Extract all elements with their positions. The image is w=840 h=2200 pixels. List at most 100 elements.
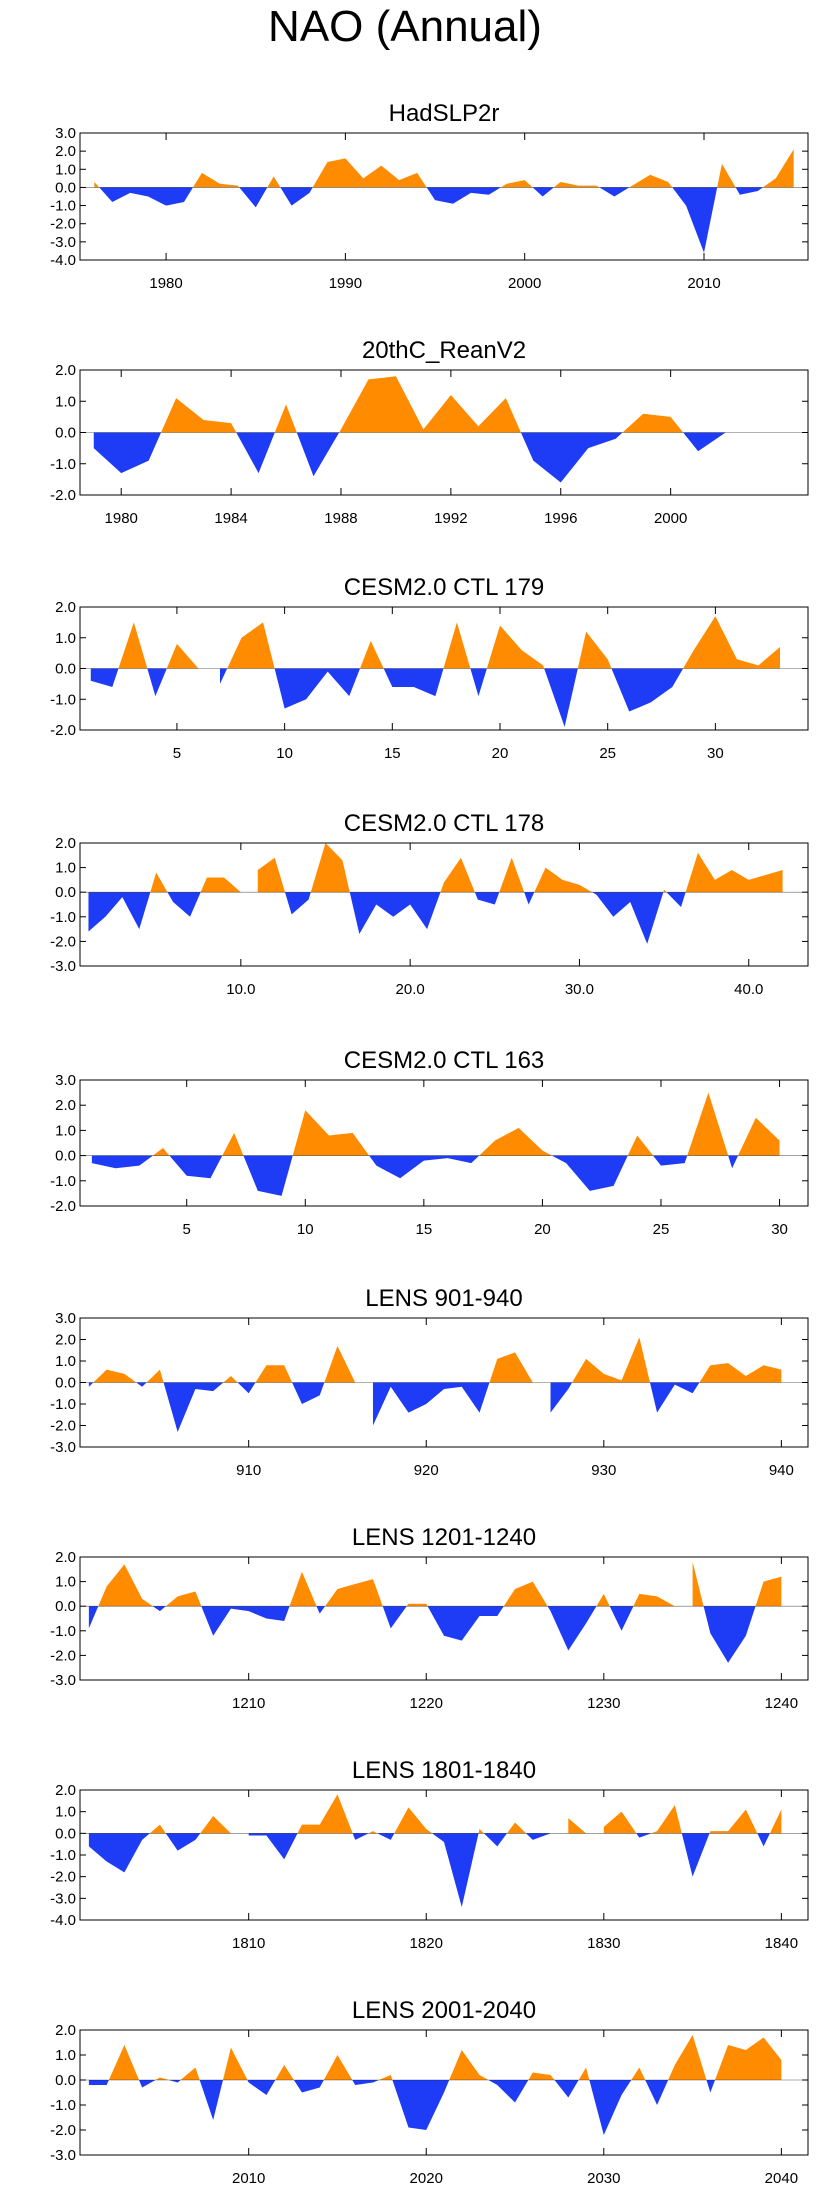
x-tick-label: 10 [276,745,293,762]
y-tick-label: -3.0 [50,1439,76,1456]
plot-frame [79,2029,809,2156]
y-tick-label: -2.0 [50,216,76,233]
positive-area [152,1092,780,1156]
y-tick-label: -1.0 [50,1173,76,1190]
x-tick-label: 30 [771,1221,788,1238]
y-tick-label: -2.0 [50,1647,76,1664]
y-tick-label: 2.0 [55,143,76,160]
positive-area [118,616,780,669]
chart-panel-lens-901-940: LENS 901-940 3.0 2.0 1.0 0.0 -1.0 -2.0 -3.0 910 9… [50,1285,809,1479]
y-tick-label: 0.0 [55,1825,76,1842]
y-tick-label: 1.0 [55,1804,76,1821]
x-tick-label: 1984 [214,510,247,527]
chart-panel-cesm2-ctl-163: CESM2.0 CTL 163 3.0 2.0 1.0 0.0 -1.0 -2.0 5 10 15… [50,1047,809,1238]
y-tick-label: 0.0 [55,1375,76,1392]
y-tick-label: 2.0 [55,835,76,852]
negative-area [88,1833,770,1907]
panel-title: CESM2.0 CTL 178 [344,810,545,837]
y-tick-label: 1.0 [55,630,76,647]
x-tick-label: 920 [414,1462,439,1479]
x-tick-label: 910 [236,1462,261,1479]
x-tick-label: 25 [653,1221,670,1238]
y-tick-label: 0.0 [55,884,76,901]
y-tick-label: 0.0 [55,425,76,442]
chart-panel-cesm2-ctl-178: CESM2.0 CTL 178 2.0 1.0 0.0 -1.0 -2.0 -3.0 10.0… [50,810,809,998]
chart-panel-lens-2001-2040: LENS 2001-2040 2.0 1.0 0.0 -1.0 -2.0 -3.0 2010 2… [50,1997,809,2187]
y-tick-label: -1.0 [50,909,76,926]
x-tick-label: 30.0 [565,981,594,998]
x-tick-label: 1840 [765,1935,798,1952]
x-tick-label: 15 [415,1221,432,1238]
panel-title: LENS 901-940 [365,1285,522,1312]
y-tick-label: 0.0 [55,179,76,196]
positive-area [149,1794,782,1834]
x-tick-label: 2030 [587,2170,620,2187]
positive-area [161,376,684,433]
positive-area [108,2035,782,2080]
negative-area [88,1606,756,1663]
x-tick-label: 20 [492,745,509,762]
x-tick-label: 2040 [765,2170,798,2187]
x-tick-label: 1980 [105,510,138,527]
y-tick-label: -2.0 [50,1198,76,1215]
y-tick-label: -1.0 [50,198,76,215]
x-tick-label: 40.0 [734,981,763,998]
negative-area [99,187,763,253]
x-tick-label: 1210 [232,1695,265,1712]
y-tick-label: 2.0 [55,599,76,616]
positive-area [150,843,783,893]
x-tick-label: 1980 [149,275,182,292]
y-tick-label: 2.0 [55,362,76,379]
y-tick-label: -1.0 [50,1847,76,1864]
y-tick-label: 0.0 [55,2072,76,2089]
y-tick-label: 1.0 [55,1122,76,1139]
panel-title: CESM2.0 CTL 179 [344,574,545,601]
y-tick-label: 1.0 [55,2047,76,2064]
y-tick-label: -3.0 [50,2147,76,2164]
x-tick-label: 1820 [410,1935,443,1952]
y-tick-label: -2.0 [50,722,76,739]
y-tick-label: 0.0 [55,1598,76,1615]
x-tick-label: 1220 [410,1695,443,1712]
x-tick-label: 15 [384,745,401,762]
plot-frame [79,1079,809,1207]
y-tick-label: 1.0 [55,161,76,178]
chart-panel-lens-1801-1840: LENS 1801-1840 2.0 1.0 0.0 -1.0 -2.0 -3.0 -4.0 1… [50,1757,809,1952]
y-tick-label: -2.0 [50,933,76,950]
y-tick-label: 1.0 [55,393,76,410]
chart-panel-lens-1201-1240: LENS 1201-1240 2.0 1.0 0.0 -1.0 -2.0 -3.0 1210 1… [50,1524,809,1712]
y-tick-label: -2.0 [50,1869,76,1886]
x-tick-label: 10 [297,1221,314,1238]
y-tick-label: 2.0 [55,1549,76,1566]
y-tick-label: 0.0 [55,661,76,678]
y-tick-label: 2.0 [55,1097,76,1114]
x-tick-label: 10.0 [226,981,255,998]
y-tick-label: -2.0 [50,1418,76,1435]
y-tick-label: 2.0 [55,1332,76,1349]
page-title: NAO (Annual) [268,2,542,51]
x-tick-label: 1992 [434,510,467,527]
x-tick-label: 1240 [765,1695,798,1712]
y-tick-label: 3.0 [55,1310,76,1327]
y-tick-label: -1.0 [50,456,76,473]
x-tick-label: 1810 [232,1935,265,1952]
x-tick-label: 2010 [232,2170,265,2187]
y-tick-label: 3.0 [55,1072,76,1089]
panel-title: LENS 1801-1840 [352,1757,536,1784]
y-tick-label: -3.0 [50,1890,76,1907]
positive-area [93,1337,782,1383]
plot-frame [79,842,809,967]
x-tick-label: 2000 [654,510,687,527]
y-tick-label: 1.0 [55,860,76,877]
negative-area [88,1382,700,1432]
positive-area [94,149,794,188]
x-tick-label: 25 [599,745,616,762]
x-tick-label: 1990 [329,275,362,292]
x-tick-label: 2010 [687,275,720,292]
negative-area [88,2080,716,2135]
x-tick-label: 30 [707,745,724,762]
y-tick-label: 3.0 [55,125,76,142]
y-tick-label: 0.0 [55,1148,76,1165]
panel-title: CESM2.0 CTL 163 [344,1047,545,1074]
y-tick-label: 2.0 [55,2022,76,2039]
